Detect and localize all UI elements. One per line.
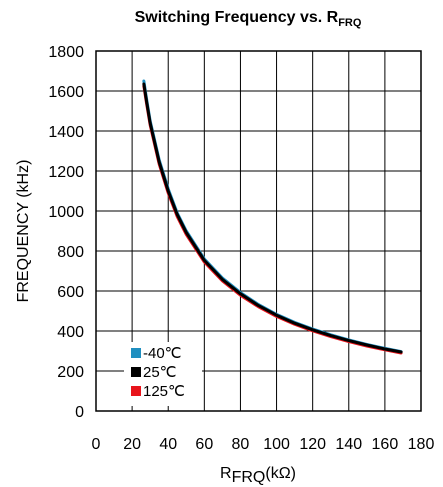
chart-title-main: Switching Frequency vs. R [135, 9, 339, 26]
y-tick-label: 1800 [48, 44, 84, 61]
x-tick-label: 100 [263, 436, 290, 453]
y-tick-label: 1200 [48, 164, 84, 181]
y-tick-label: 1400 [48, 124, 84, 141]
grid [96, 51, 421, 411]
x-tick-labels: 0 20 40 60 80 100 120 140 160 180 [92, 436, 435, 453]
legend: -40℃ 25℃ 125℃ [124, 342, 202, 406]
chart-title-subscript: FRQ [338, 17, 362, 29]
x-axis-label: RFRQ(kΩ) [220, 465, 296, 486]
x-tick-label: 0 [92, 436, 101, 453]
y-tick-label: 800 [57, 244, 84, 261]
x-tick-label: 180 [408, 436, 435, 453]
x-tick-label: 20 [123, 436, 141, 453]
legend-label: 25℃ [143, 364, 177, 381]
y-tick-label: 0 [75, 404, 84, 421]
x-axis-label-unit: (kΩ) [265, 465, 296, 482]
x-tick-label: 160 [372, 436, 399, 453]
y-tick-label: 1600 [48, 84, 84, 101]
y-axis-label: FREQUENCY (kHz) [15, 160, 32, 303]
y-tick-labels: 0 200 400 600 800 1000 1200 1400 1600 1800 [48, 44, 84, 421]
x-tick-label: 140 [335, 436, 362, 453]
series-layer [142, 79, 403, 355]
x-tick-label: 60 [195, 436, 213, 453]
y-tick-label: 400 [57, 324, 84, 341]
y-tick-label: 600 [57, 284, 84, 301]
legend-swatch [131, 386, 141, 396]
series-line [142, 82, 403, 354]
y-tick-label: 1000 [48, 204, 84, 221]
x-tick-label: 40 [159, 436, 177, 453]
x-tick-label: 120 [299, 436, 326, 453]
series-line [142, 79, 403, 354]
legend-label: 125℃ [143, 383, 185, 400]
legend-label: -40℃ [143, 345, 182, 362]
x-axis-label-main: R [220, 465, 232, 482]
y-tick-label: 200 [57, 364, 84, 381]
x-axis-label-subscript: FRQ [232, 469, 266, 486]
legend-swatch [131, 367, 141, 377]
legend-swatch [131, 348, 141, 358]
plot-frame [95, 50, 422, 412]
x-tick-label: 80 [232, 436, 250, 453]
chart-title: Switching Frequency vs. RFRQ [135, 9, 362, 29]
